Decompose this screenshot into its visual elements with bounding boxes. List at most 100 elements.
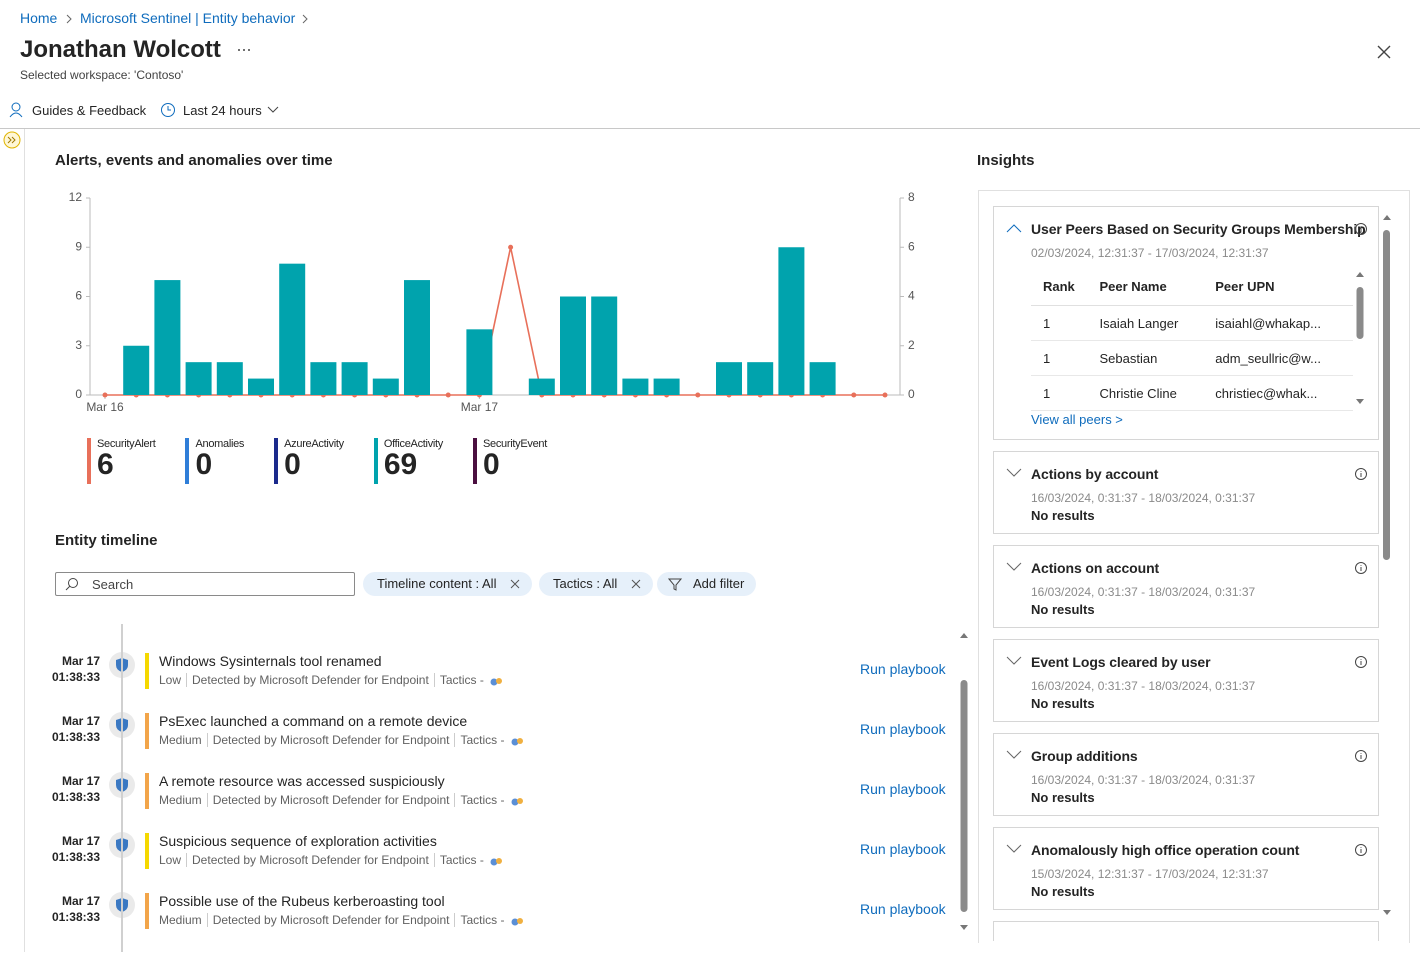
y2-tick-label: 0 — [908, 387, 915, 401]
breadcrumb-link[interactable]: Home — [20, 10, 58, 26]
bar — [310, 362, 337, 395]
more-button[interactable] — [236, 46, 252, 54]
point — [445, 392, 451, 398]
severity-bar — [145, 653, 149, 689]
cell: Sebastian — [1087, 340, 1204, 376]
info-icon — [1355, 656, 1367, 668]
table-row: 1 Sebastian adm_seullric@w... — [1031, 340, 1353, 376]
bar — [279, 263, 306, 395]
expand-toggle[interactable] — [1006, 468, 1022, 478]
guides-icon — [9, 102, 23, 118]
legend-item[interactable]: SecurityEvent 0 — [473, 438, 547, 484]
run-playbook[interactable]: Run playbook — [860, 901, 946, 917]
legend-total: 0 — [195, 448, 213, 481]
filter-label: Tactics : All — [553, 576, 618, 591]
chevron-down — [267, 106, 279, 113]
remove-filter[interactable] — [510, 579, 520, 589]
alert-meta: Low Detected by Microsoft Defender for En… — [159, 853, 503, 867]
scrollbar[interactable] — [956, 630, 972, 940]
breadcrumb-link[interactable]: Microsoft Sentinel | Entity behavior — [80, 10, 296, 26]
run-playbook[interactable]: Run playbook — [860, 841, 946, 857]
clock-icon — [161, 103, 175, 117]
page-title: Jonathan Wolcott — [20, 36, 221, 63]
run-playbook[interactable]: Run playbook — [860, 721, 946, 737]
filter-pill[interactable]: Timeline content : All — [363, 572, 533, 596]
severity-bar — [145, 713, 149, 749]
date: Mar 17 — [61, 834, 100, 848]
time: 01:38:33 — [51, 730, 100, 744]
icon — [516, 797, 523, 804]
insight-card: Group additions 16/03/2024, 0:31:37 - 18/… — [993, 733, 1379, 816]
filter-pill[interactable]: Tactics : All — [539, 572, 654, 596]
y-tick-label: 0 — [75, 387, 82, 401]
scrollbar[interactable] — [1379, 210, 1395, 922]
run-playbook[interactable]: Run playbook — [860, 781, 946, 797]
legend-total: 69 — [383, 448, 418, 481]
card-title: Group additions — [1031, 748, 1138, 764]
alert-meta: Medium Detected by Microsoft Defender for… — [159, 913, 524, 927]
table-row: 1 Christie Cline christiec@whak... — [1031, 375, 1353, 411]
bar — [778, 247, 805, 395]
column-header: Peer Name — [1087, 267, 1204, 306]
timeline-item: Mar 17 01:38:33 Suspicious sequence of exp… — [40, 832, 950, 893]
date-range: 16/03/2024, 0:31:37 - 18/03/2024, 0:31:3… — [1031, 679, 1256, 693]
alert-title[interactable]: Possible use of the Rubeus kerberoasting… — [159, 893, 445, 909]
section-title: Insights — [977, 152, 1035, 169]
y-tick-label: 3 — [75, 338, 82, 352]
icon — [511, 918, 518, 926]
severity-bar — [145, 893, 149, 929]
expand-toggle[interactable] — [1006, 750, 1022, 760]
timestamp: Mar 17 01:38:33 — [40, 833, 100, 865]
legend-item[interactable]: Anomalies 0 — [185, 438, 244, 484]
y2-tick-label: 4 — [908, 289, 915, 303]
remove-filter[interactable] — [631, 579, 641, 589]
legend-item[interactable]: AzureActivity 0 — [274, 438, 344, 484]
legend-item[interactable]: SecurityAlert 6 — [87, 438, 156, 484]
add-filter[interactable]: Add filter — [657, 572, 757, 596]
alert-title[interactable]: A remote resource was accessed suspiciou… — [159, 773, 445, 789]
view-all-link[interactable]: View all peers > — [1031, 412, 1123, 427]
date: Mar 17 — [61, 714, 100, 728]
insight-card: User Peers Based on Security Groups Memb… — [993, 206, 1379, 440]
icon — [490, 858, 498, 866]
tactic-icon — [490, 677, 502, 686]
y2-tick-label: 2 — [908, 338, 915, 352]
insight-card: Anomalously high office operation count 1… — [993, 827, 1379, 910]
source: Detected by Microsoft Defender for Endpo… — [207, 913, 456, 927]
run-playbook[interactable]: Run playbook — [860, 661, 946, 677]
legend-item[interactable]: OfficeActivity 69 — [373, 438, 443, 484]
info-icon — [1355, 562, 1367, 574]
alert-title[interactable]: Windows Sysinternals tool renamed — [159, 653, 382, 669]
guides-button[interactable]: Guides & Feedback — [32, 103, 147, 118]
expand-toggle[interactable] — [1006, 844, 1022, 854]
date-range: 02/03/2024, 12:31:37 - 17/03/2024, 12:31… — [1031, 246, 1269, 260]
bar — [809, 362, 836, 395]
y2-tick-label: 8 — [908, 190, 915, 204]
timestamp: Mar 17 01:38:33 — [40, 773, 100, 805]
alert-title[interactable]: PsExec launched a command on a remote de… — [159, 713, 468, 729]
search-icon — [65, 578, 78, 591]
close-button[interactable] — [1376, 44, 1392, 60]
severity: Medium — [159, 793, 208, 807]
expand-button[interactable] — [3, 131, 21, 149]
cell: christiec@whak... — [1203, 375, 1353, 411]
expand-toggle[interactable] — [1006, 562, 1022, 572]
chart-title: Alerts, events and anomalies over time — [55, 152, 333, 169]
alert-title[interactable]: Suspicious sequence of exploration activ… — [159, 833, 437, 849]
icon — [1356, 287, 1364, 339]
expand-toggle[interactable] — [1006, 656, 1022, 666]
bar — [123, 345, 150, 395]
time-range-button[interactable]: Last 24 hours — [183, 103, 262, 118]
chart: 0 3 6 9 12 0 2 4 6 8 Mar 16 Mar 17 — [69, 190, 915, 414]
table-scrollbar[interactable] — [1354, 269, 1366, 409]
workspace-label: Selected workspace: 'Contoso' — [20, 68, 184, 82]
x-tick-label: Mar 16 — [86, 400, 124, 414]
search-box[interactable]: Search — [55, 572, 355, 596]
timestamp: Mar 17 01:38:33 — [40, 653, 100, 685]
icon — [1006, 844, 1022, 853]
expand-toggle[interactable] — [1006, 223, 1022, 233]
cell: isaiahl@whakap... — [1203, 305, 1353, 341]
legend-total: 0 — [284, 448, 301, 481]
icon — [1006, 750, 1022, 759]
